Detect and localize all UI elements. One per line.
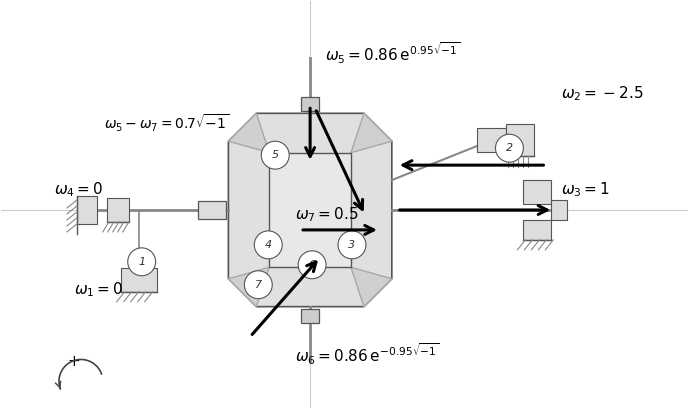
Circle shape	[298, 251, 326, 279]
Bar	[506, 124, 535, 156]
Polygon shape	[228, 113, 269, 153]
Text: 2: 2	[506, 143, 513, 153]
Circle shape	[254, 231, 282, 259]
Text: 1: 1	[138, 257, 145, 267]
Text: 5: 5	[271, 150, 279, 160]
Bar	[269, 153, 351, 267]
Text: 7: 7	[255, 280, 262, 290]
Polygon shape	[228, 113, 392, 307]
Circle shape	[338, 231, 366, 259]
Text: $\omega_5 = 0.86\,\mathrm{e}^{0.95\sqrt{-1}}$: $\omega_5 = 0.86\,\mathrm{e}^{0.95\sqrt{…	[325, 41, 460, 66]
Text: $\omega_3 = 1$: $\omega_3 = 1$	[562, 181, 610, 200]
Text: $\omega_6 = 0.86\,\mathrm{e}^{-0.95\sqrt{-1}}$: $\omega_6 = 0.86\,\mathrm{e}^{-0.95\sqrt…	[295, 342, 439, 367]
Circle shape	[127, 248, 156, 276]
Text: $\omega_7 = 0.5$: $\omega_7 = 0.5$	[295, 206, 359, 224]
Bar	[524, 220, 551, 240]
Bar	[301, 309, 319, 323]
Polygon shape	[351, 113, 392, 153]
Bar	[551, 200, 567, 220]
Bar	[121, 268, 156, 292]
Circle shape	[245, 271, 272, 299]
Polygon shape	[228, 267, 269, 307]
Circle shape	[495, 134, 524, 162]
Text: $\omega_5 - \omega_7 = 0.7\sqrt{-1}$: $\omega_5 - \omega_7 = 0.7\sqrt{-1}$	[104, 112, 229, 134]
Bar	[107, 198, 129, 222]
Text: $\omega_4 = 0$: $\omega_4 = 0$	[54, 181, 103, 200]
Bar	[477, 128, 506, 152]
Text: $\omega_1 = 0$: $\omega_1 = 0$	[74, 280, 123, 299]
Bar	[198, 201, 227, 219]
Bar	[77, 196, 97, 224]
Text: $\omega_2 = -2.5$: $\omega_2 = -2.5$	[562, 84, 644, 103]
Bar	[301, 97, 319, 111]
Text: 4: 4	[265, 240, 272, 250]
Circle shape	[261, 141, 289, 169]
Text: 3: 3	[349, 240, 356, 250]
Bar	[524, 180, 551, 204]
Text: $+$: $+$	[67, 354, 80, 369]
Polygon shape	[351, 267, 392, 307]
Text: 6: 6	[309, 260, 316, 270]
